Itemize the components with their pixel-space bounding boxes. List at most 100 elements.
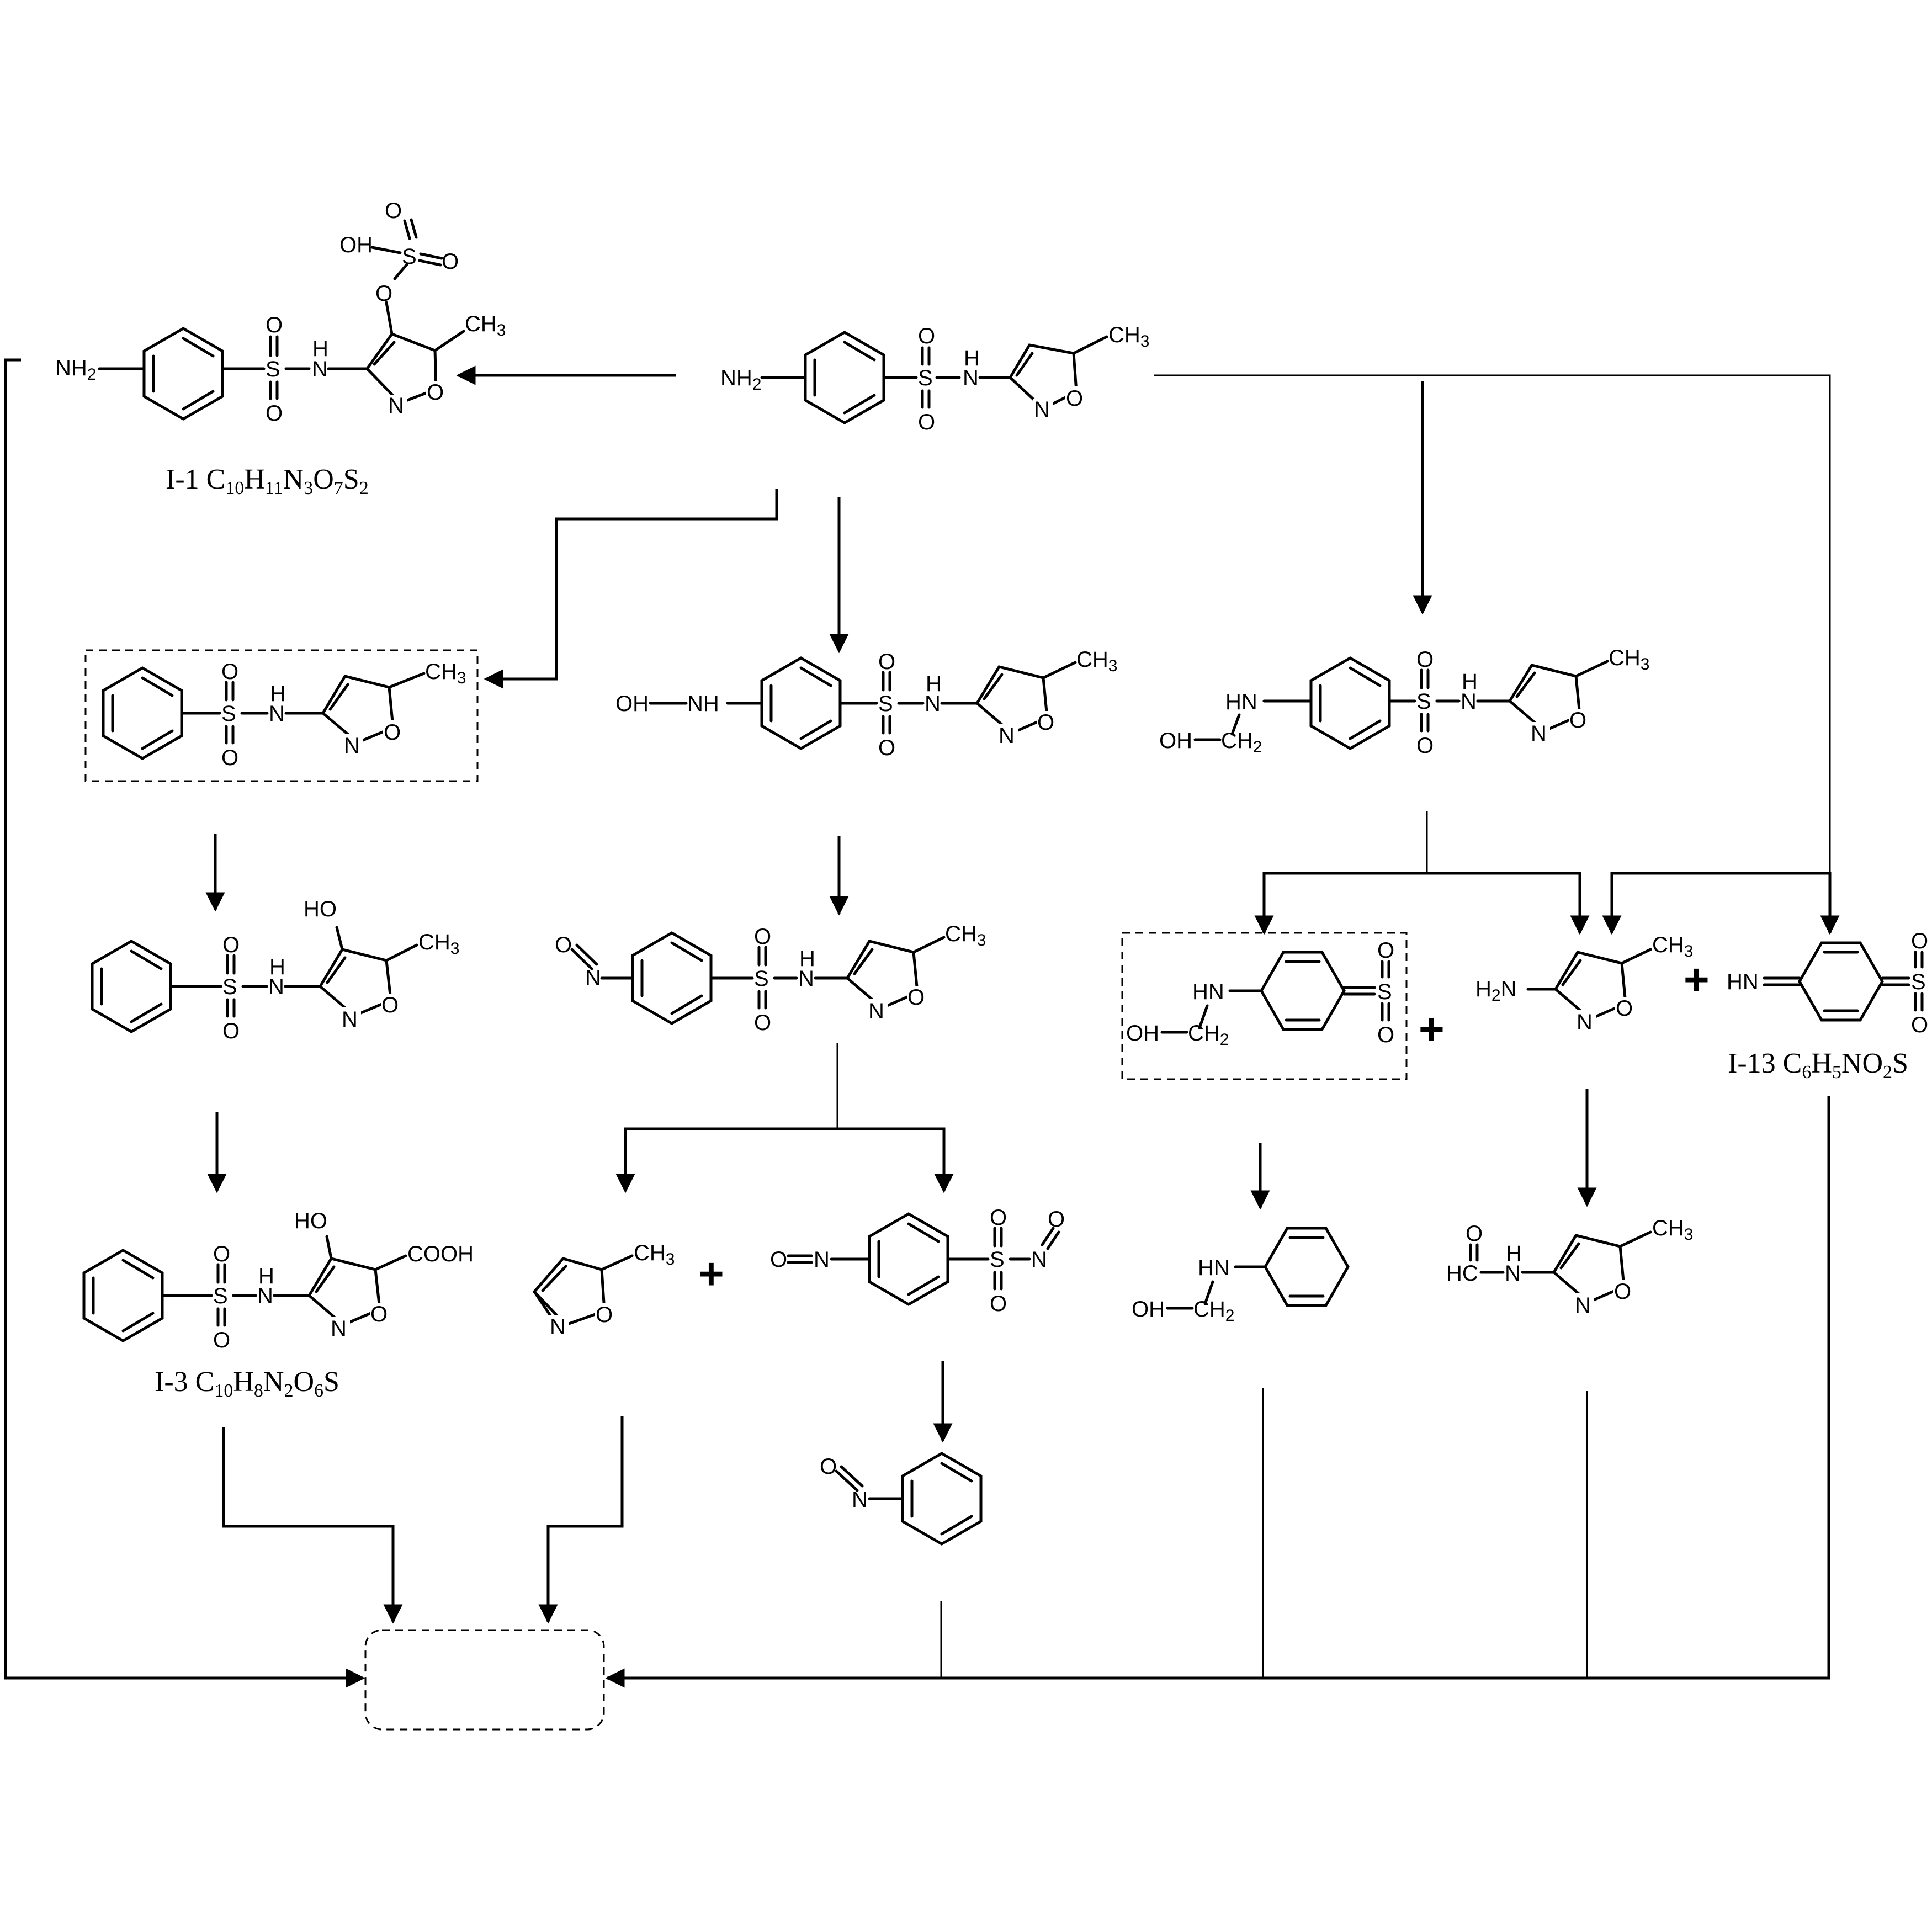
svg-text:CH3: CH3 (634, 1241, 675, 1268)
svg-text:O: O (266, 313, 283, 337)
molecule-cyclohexadienyl: HN OH CH2 (1132, 1227, 1350, 1325)
svg-text:N: N (344, 734, 360, 758)
molecule-hydroxymethyl: HN OH CH2 S O O N H N O CH3 (1159, 646, 1649, 758)
molecule-sulfonyl-fragment: HN OH CH2 S O O (1126, 938, 1394, 1049)
dashed-box-desamino (84, 649, 479, 782)
arrow-i1-to-final (4, 358, 365, 1688)
svg-text:O: O (990, 1206, 1007, 1230)
flow-lines (4, 358, 1840, 1688)
svg-text:N: N (342, 1007, 358, 1032)
svg-text:OH: OH (339, 233, 373, 257)
svg-text:CH3: CH3 (1076, 647, 1117, 675)
svg-text:CH3: CH3 (418, 930, 459, 958)
svg-text:S: S (266, 357, 280, 381)
svg-text:CH3: CH3 (425, 660, 466, 687)
caption-i3: I-3 C10H8N2O6S (155, 1366, 339, 1401)
svg-text:N: N (963, 366, 979, 390)
svg-text:S: S (1416, 689, 1431, 714)
svg-text:HN: HN (1198, 1256, 1230, 1280)
svg-text:N: N (585, 966, 601, 990)
svg-text:HC: HC (1446, 1261, 1478, 1286)
arrow-methylisoxazole-to-final (538, 1416, 624, 1624)
arrow-parent-to-desamino (484, 489, 778, 689)
svg-text:N: N (1461, 689, 1477, 714)
svg-text:S: S (213, 1284, 228, 1308)
svg-text:N: N (1531, 721, 1547, 746)
svg-text:CH2: CH2 (1221, 729, 1262, 756)
svg-text:O: O (1416, 734, 1434, 758)
molecule-i3: S O O N H N O HO COOH (82, 1209, 474, 1352)
svg-text:N: N (257, 1284, 273, 1308)
svg-text:N: N (269, 702, 285, 726)
plus-sign: + (1684, 955, 1710, 1004)
line-to-i13-branches (1610, 872, 1832, 933)
svg-text:H: H (1506, 1241, 1522, 1266)
svg-text:O: O (918, 410, 935, 434)
line-parent-to-i13 (1154, 374, 1831, 878)
final-products-box (364, 1629, 605, 1731)
svg-text:CH3: CH3 (1108, 323, 1149, 351)
molecule-hydroxy-intermediate: S O O N H N O HO CH3 (91, 897, 459, 1043)
svg-text:CH3: CH3 (1609, 646, 1649, 673)
svg-text:N: N (388, 394, 404, 418)
svg-text:O: O (878, 736, 895, 760)
svg-text:O: O (754, 925, 771, 949)
svg-text:CH3: CH3 (945, 922, 986, 949)
svg-text:O: O (1616, 996, 1633, 1021)
svg-text:O: O (385, 199, 402, 223)
svg-text:O: O (1377, 1023, 1394, 1047)
dashed-box-sulfonyl-fragment (1121, 932, 1408, 1080)
svg-text:S: S (990, 1248, 1005, 1272)
molecule-i1: NH2 S O O N H N O CH3 O S OH O O (55, 199, 506, 426)
svg-text:O: O (213, 1242, 230, 1266)
svg-text:S: S (402, 245, 417, 269)
svg-text:N: N (852, 1488, 868, 1512)
arrow-i13-to-final (605, 1096, 1830, 1688)
svg-text:O: O (1377, 938, 1394, 963)
svg-text:HO: HO (294, 1209, 327, 1233)
caption-i13: I-13 C6H5NO2S (1728, 1048, 1908, 1082)
svg-text:N: N (868, 999, 884, 1023)
svg-text:O: O (596, 1303, 613, 1327)
svg-text:O: O (381, 993, 399, 1017)
svg-text:H: H (799, 947, 815, 971)
molecule-i13: HN S O O (1727, 929, 1928, 1037)
svg-text:CH3: CH3 (1652, 1216, 1693, 1244)
svg-text:O: O (990, 1292, 1007, 1316)
svg-text:H: H (270, 682, 286, 706)
svg-text:N: N (1505, 1261, 1521, 1286)
svg-text:O: O (1037, 710, 1054, 735)
svg-text:O: O (213, 1328, 230, 1352)
svg-text:O: O (1911, 929, 1928, 953)
svg-text:S: S (1377, 980, 1392, 1004)
svg-text:CH2: CH2 (1193, 1297, 1234, 1325)
molecule-dinitroso: O N S O O N O (770, 1206, 1065, 1316)
svg-text:O: O (375, 282, 392, 306)
svg-text:N: N (1034, 397, 1050, 422)
svg-text:O: O (221, 746, 238, 770)
svg-text:O: O (770, 1248, 787, 1272)
svg-text:N: N (331, 1317, 347, 1341)
svg-text:O: O (1911, 1013, 1928, 1037)
svg-text:H: H (312, 337, 328, 361)
svg-text:CH2: CH2 (1188, 1021, 1229, 1049)
svg-text:N: N (925, 692, 941, 716)
molecule-methylisoxazole: N O CH3 (532, 1241, 675, 1339)
svg-text:H: H (964, 346, 980, 370)
svg-text:O: O (384, 720, 401, 745)
svg-text:O: O (918, 324, 935, 348)
svg-text:H2N: H2N (1475, 977, 1516, 1005)
svg-text:O: O (1048, 1207, 1065, 1232)
svg-text:NH2: NH2 (720, 366, 761, 394)
line-hydroxymethyl-branches (1262, 872, 1581, 919)
svg-text:H: H (258, 1264, 274, 1288)
svg-text:S: S (1911, 970, 1926, 994)
svg-text:N: N (550, 1315, 566, 1339)
svg-text:HN: HN (1225, 690, 1257, 714)
svg-text:O: O (442, 250, 459, 274)
molecule-nitrosobenzene: O N (820, 1452, 983, 1546)
svg-text:O: O (907, 985, 925, 1010)
svg-text:N: N (268, 975, 284, 999)
svg-text:O: O (1614, 1280, 1631, 1304)
